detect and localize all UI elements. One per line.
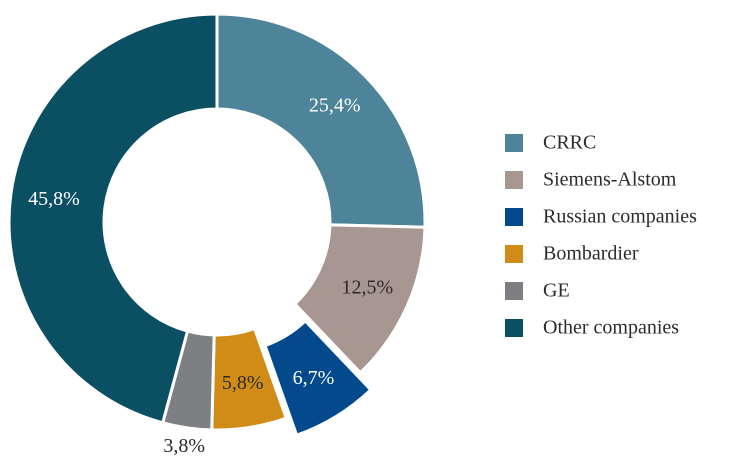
data-label: 3,8% <box>163 435 205 457</box>
donut-slice <box>263 318 373 438</box>
donut-slice <box>292 223 427 375</box>
donut-slice <box>215 12 427 229</box>
data-label: 6,7% <box>293 367 335 389</box>
legend-swatch <box>505 319 523 337</box>
legend-swatch <box>505 171 523 189</box>
data-label: 45,8% <box>28 188 80 210</box>
legend-swatch <box>505 208 523 226</box>
legend-swatch <box>505 134 523 152</box>
legend-swatch <box>505 282 523 300</box>
donut-slice <box>7 12 219 425</box>
legend-label: CRRC <box>543 132 596 154</box>
data-label: 5,8% <box>222 372 264 394</box>
data-label: 25,4% <box>309 95 361 117</box>
legend-label: GE <box>543 280 570 302</box>
legend-label: Siemens-Alstom <box>543 169 677 191</box>
legend-label: Russian companies <box>543 206 697 228</box>
data-label: 12,5% <box>342 276 394 298</box>
legend-swatch <box>505 245 523 263</box>
legend-label: Other companies <box>543 317 679 339</box>
legend-label: Bombardier <box>543 243 639 265</box>
